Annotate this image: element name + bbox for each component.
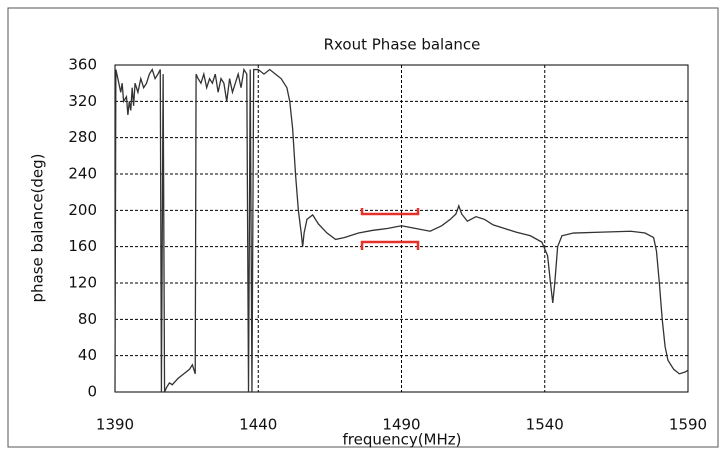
x-tick-label: 1540: [526, 416, 564, 434]
x-tick-label: 1440: [239, 416, 277, 434]
y-tick-label: 40: [78, 346, 97, 364]
x-tick-label: 1590: [669, 416, 707, 434]
y-tick-label: 160: [68, 237, 97, 255]
x-axis-label: frequency(MHz): [342, 431, 461, 449]
x-tick-label: 1490: [382, 416, 420, 434]
annotation-brackets: [360, 208, 420, 250]
y-tick-label: 120: [68, 274, 97, 292]
y-tick-label: 320: [68, 92, 97, 110]
y-tick-label: 360: [68, 56, 97, 74]
y-axis-label: phase balance(deg): [29, 153, 47, 302]
chart-title: Rxout Phase balance: [324, 36, 481, 54]
data-line: [114, 67, 689, 393]
y-tick-label: 280: [68, 128, 97, 146]
y-tick-label: 240: [68, 165, 97, 183]
bracket-top: [360, 208, 420, 216]
y-tick-label: 200: [68, 201, 97, 219]
x-tick-label: 1390: [96, 416, 134, 434]
y-tick-label: 0: [87, 383, 97, 401]
bracket-bottom: [360, 240, 420, 250]
y-tick-label: 80: [78, 310, 97, 328]
